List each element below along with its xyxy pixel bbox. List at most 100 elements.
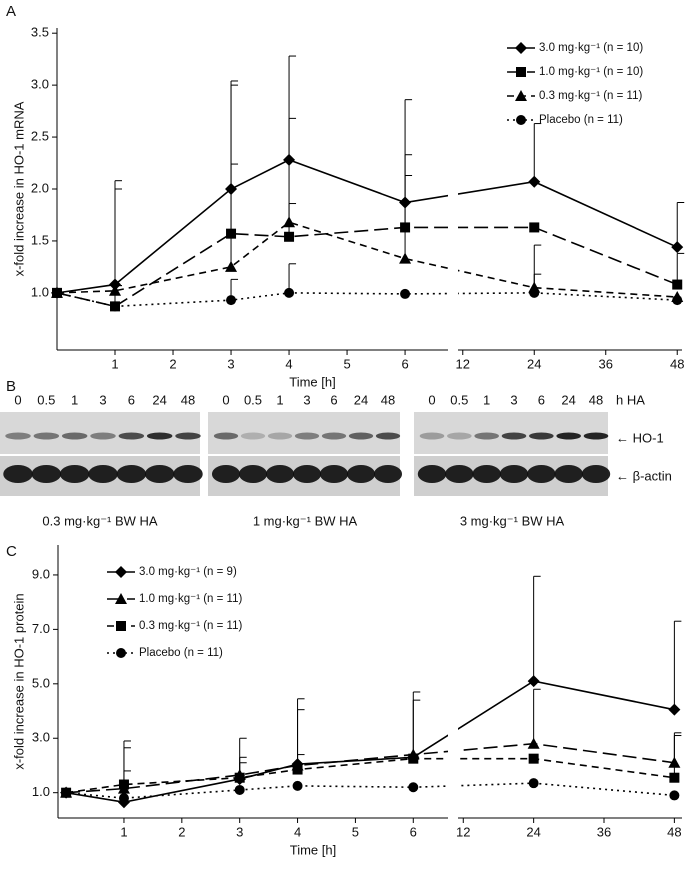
band <box>417 465 447 483</box>
marker <box>118 793 129 804</box>
y-tick-label: 1.5 <box>31 232 49 247</box>
time-label: 3 <box>510 392 517 407</box>
band <box>90 432 116 440</box>
y-tick-label: 9.0 <box>32 566 50 581</box>
marker <box>226 295 237 306</box>
band <box>173 465 203 483</box>
band <box>373 465 403 483</box>
legend-label: Placebo (n = 11) <box>539 114 623 126</box>
band <box>556 432 581 440</box>
legend-label: 3.0 mg·kg⁻¹ (n = 9) <box>139 566 237 578</box>
marker <box>61 787 72 798</box>
time-label: 0.5 <box>450 392 468 407</box>
band <box>501 432 527 440</box>
marker <box>292 780 303 791</box>
marker <box>672 295 683 306</box>
marker <box>116 621 126 631</box>
band <box>499 465 529 483</box>
series-line <box>57 221 678 298</box>
series-line <box>57 226 678 308</box>
band <box>240 432 266 440</box>
marker <box>284 287 295 298</box>
x-tick-label: 48 <box>667 824 681 839</box>
legend-label: 1.0 mg·kg⁻¹ (n = 11) <box>139 593 242 605</box>
marker <box>516 115 526 125</box>
marker <box>292 764 303 775</box>
x-tick-label: 5 <box>343 356 350 371</box>
time-label: 24 <box>561 392 575 407</box>
series-line <box>57 159 678 294</box>
band <box>61 432 88 440</box>
error-bar <box>412 691 421 758</box>
band <box>581 465 611 483</box>
marker <box>115 593 127 604</box>
x-tick-label: 4 <box>285 356 292 371</box>
x-tick-label: 6 <box>410 824 417 839</box>
error-bar <box>114 188 123 291</box>
legend-label: 0.3 mg·kg⁻¹ (n = 11) <box>539 90 642 102</box>
marker <box>671 241 684 254</box>
y-tick-label: 3.0 <box>31 77 49 92</box>
marker <box>283 216 296 228</box>
x-tick-label: 4 <box>294 824 301 839</box>
y-axis-label: x-fold increase in HO-1 mRNA <box>11 101 26 276</box>
band <box>375 432 401 440</box>
error-bar <box>533 123 542 182</box>
band <box>33 432 60 440</box>
x-tick-label: 36 <box>599 356 613 371</box>
y-tick-label: 5.0 <box>32 675 50 690</box>
band <box>118 432 145 440</box>
error-bar <box>673 732 682 763</box>
x-tick-label: 1 <box>120 824 127 839</box>
error-bar <box>230 80 239 234</box>
marker <box>529 222 540 233</box>
time-label: 0 <box>222 392 229 407</box>
time-label: 6 <box>538 392 545 407</box>
marker <box>52 287 62 298</box>
band <box>527 465 556 483</box>
marker <box>116 648 126 658</box>
marker <box>527 675 540 688</box>
time-label: 1 <box>483 392 490 407</box>
error-bar <box>673 735 682 778</box>
time-unit: h HA <box>616 392 645 407</box>
x-tick-label: 36 <box>597 824 611 839</box>
error-bar <box>404 174 413 259</box>
x-tick-label: 1 <box>111 356 118 371</box>
x-tick-label: 12 <box>456 824 470 839</box>
time-label: 0.5 <box>244 392 262 407</box>
x-tick-label: 5 <box>352 824 359 839</box>
time-label: 0.5 <box>37 392 55 407</box>
x-tick-label: 2 <box>169 356 176 371</box>
error-bar <box>230 84 239 189</box>
chart: Ax-fold increase in HO-1 mRNA Time [h] 1.0… <box>6 3 684 389</box>
blot-panel: B h HA ← HO-1 ← β-actin 0.3 mg·kg⁻¹ BW H… <box>0 378 672 528</box>
band <box>265 465 295 483</box>
marker <box>284 231 295 242</box>
band <box>294 432 320 440</box>
marker <box>668 703 681 716</box>
legend-label: 1.0 mg·kg⁻¹ (n = 10) <box>539 66 643 78</box>
error-bar <box>404 99 413 203</box>
band-label: ← β-actin <box>616 468 672 483</box>
x-tick-label: 24 <box>526 824 540 839</box>
band <box>292 465 322 483</box>
band <box>583 432 609 440</box>
band <box>144 465 175 483</box>
marker <box>529 287 540 298</box>
marker <box>234 784 245 795</box>
time-label: 3 <box>303 392 310 407</box>
marker <box>225 260 238 272</box>
marker <box>528 753 539 764</box>
marker <box>527 737 540 749</box>
series-line <box>66 742 675 794</box>
band <box>447 432 472 440</box>
error-bar <box>533 688 541 744</box>
x-tick-label: 2 <box>178 824 185 839</box>
y-tick-label: 1.0 <box>31 284 49 299</box>
chart: Cx-fold increase in HO-1 protein Time [h]… <box>6 543 682 857</box>
marker <box>408 753 419 764</box>
marker <box>110 301 121 312</box>
panel-label: A <box>6 3 16 20</box>
blot-caption: 1 mg·kg⁻¹ BW HA <box>253 513 358 528</box>
